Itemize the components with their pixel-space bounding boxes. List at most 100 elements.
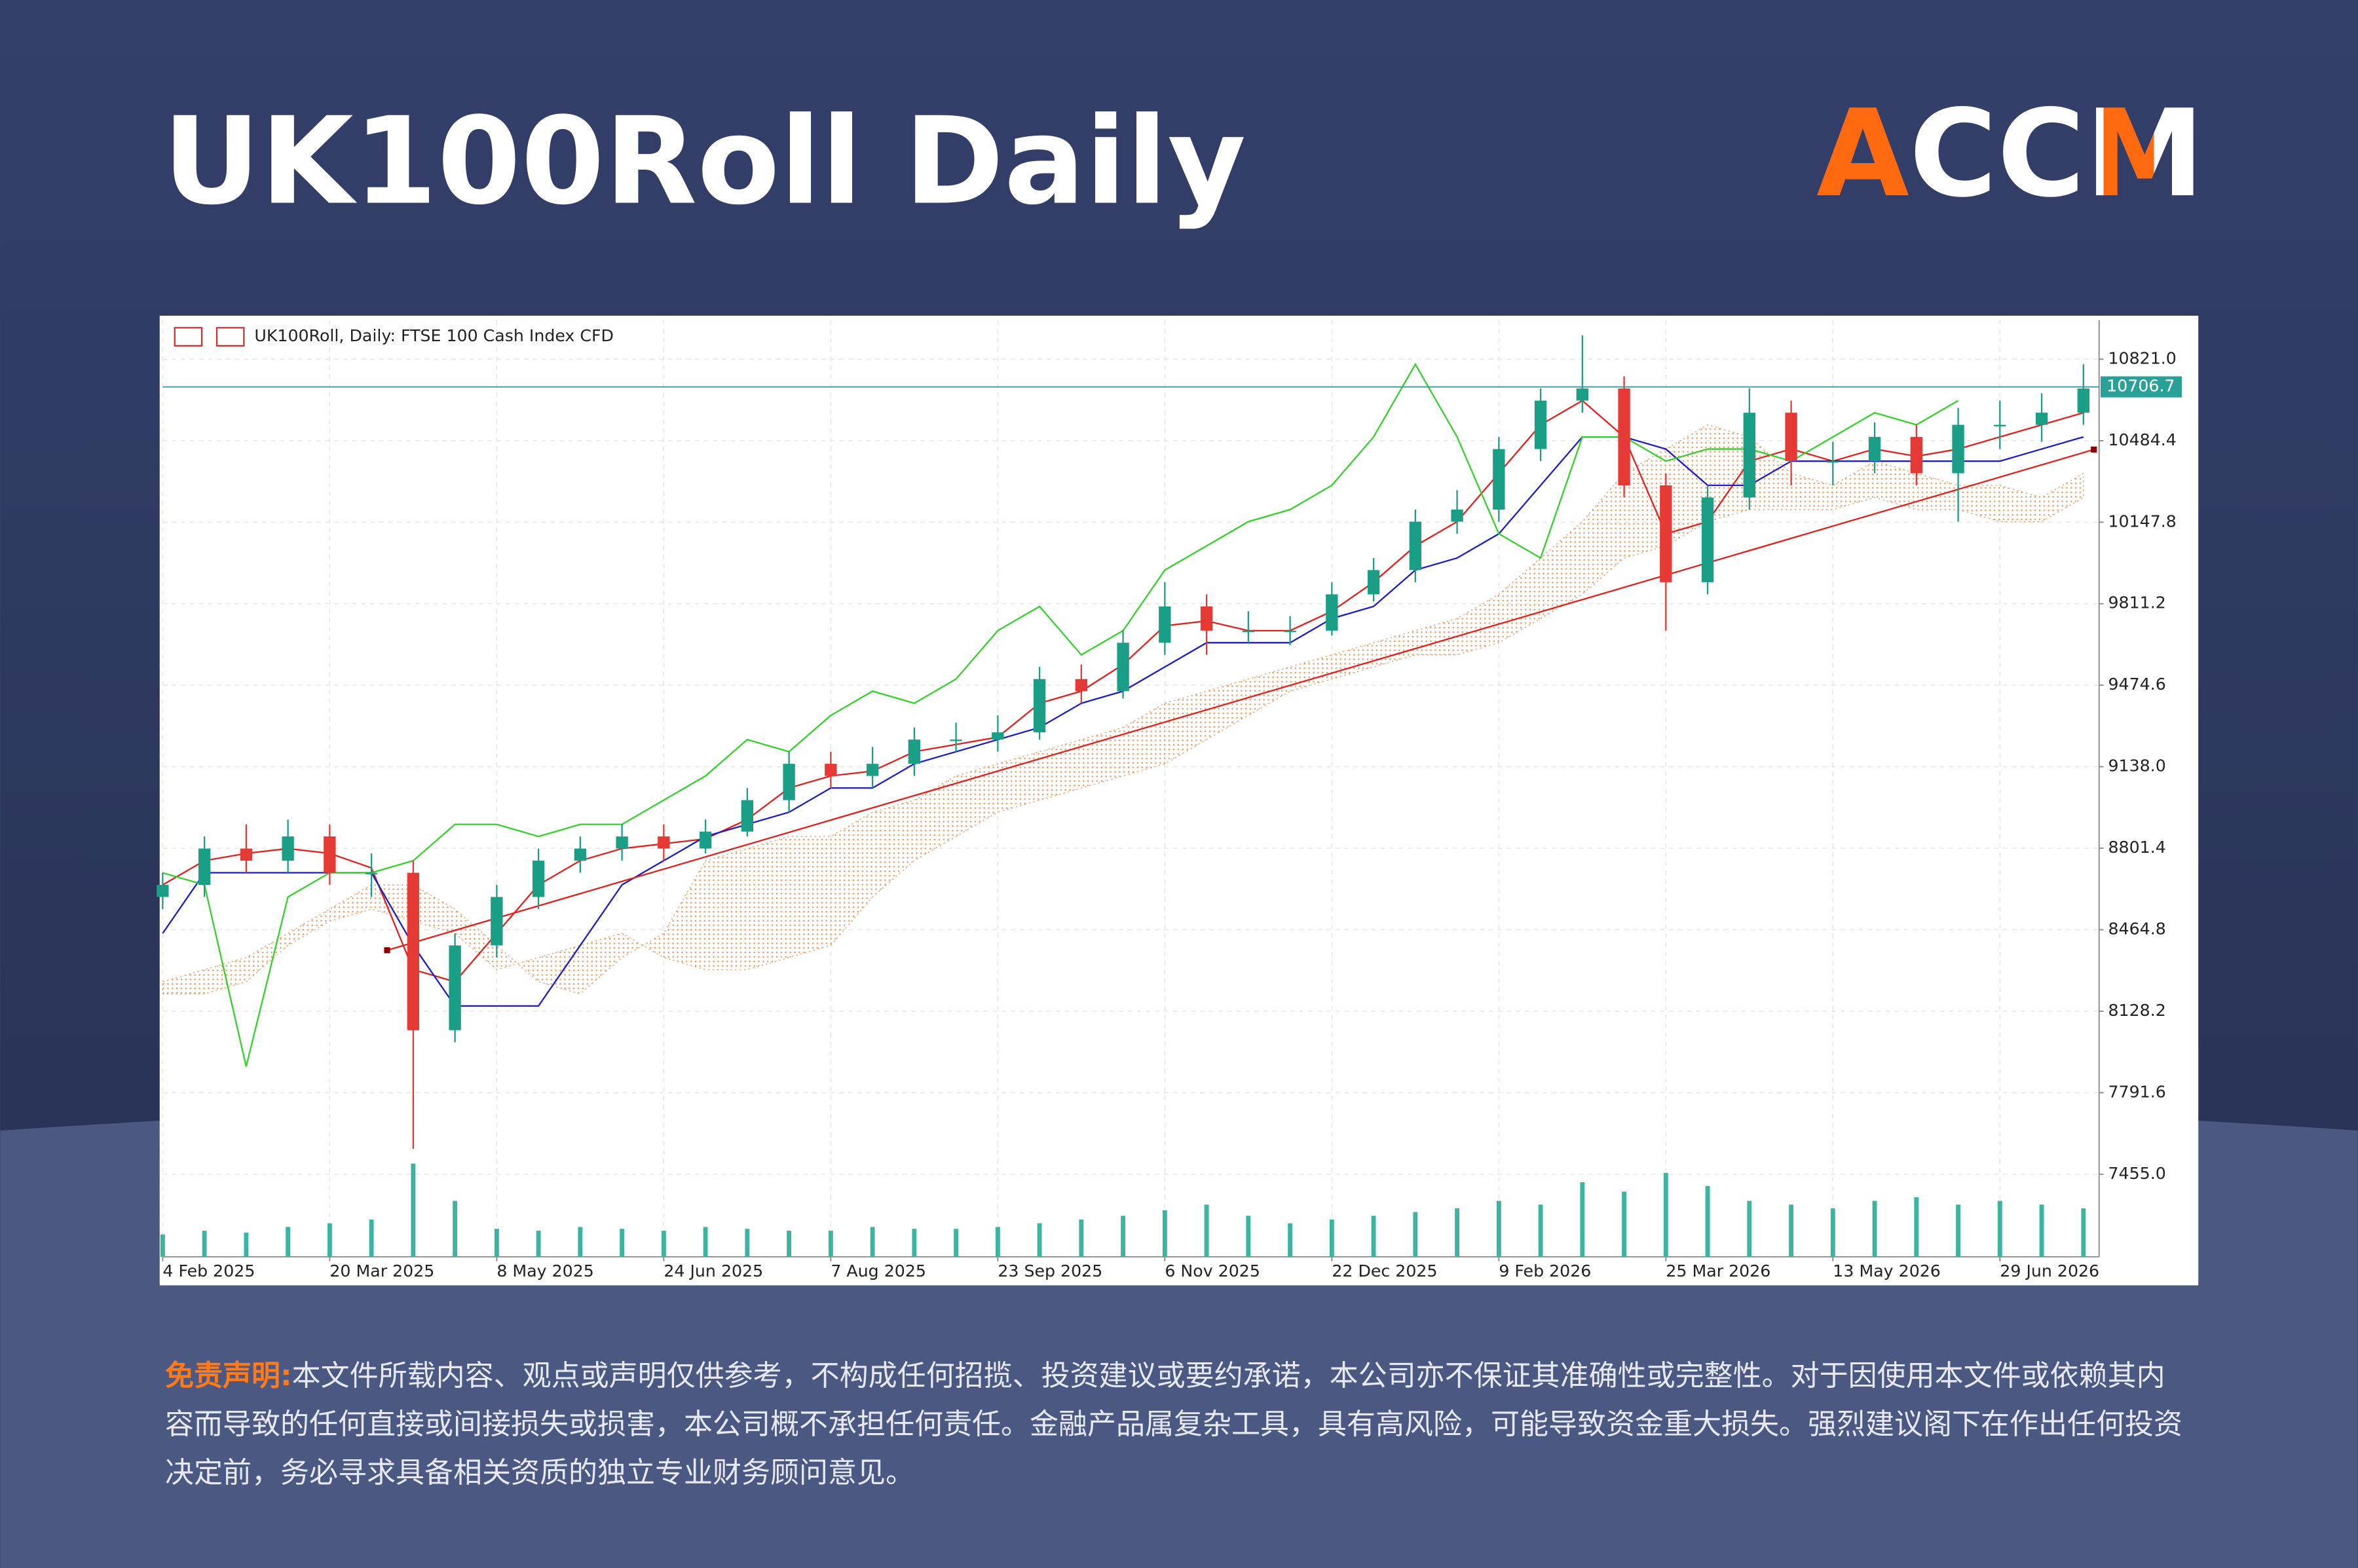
volume-bar <box>1496 1201 1501 1257</box>
candle-body <box>1409 521 1422 570</box>
volume-bar <box>1914 1197 1919 1257</box>
indicator-line <box>162 362 1959 1067</box>
y-tick-label: 8464.8 <box>2108 919 2165 938</box>
volume-bar <box>578 1227 583 1257</box>
volume-bar <box>1872 1201 1877 1257</box>
candle-body <box>365 872 378 874</box>
trendline-anchor <box>2091 446 2097 453</box>
candle-body <box>1743 413 1756 498</box>
volume-bar <box>1663 1172 1668 1257</box>
x-tick-label: 20 Mar 2025 <box>329 1261 434 1280</box>
x-tick-label: 24 Jun 2025 <box>664 1261 763 1280</box>
volume-bar <box>1204 1204 1209 1257</box>
candle-body <box>1701 497 1714 582</box>
x-tick-label: 4 Feb 2025 <box>162 1261 255 1280</box>
candle-body <box>282 836 294 861</box>
candle-body <box>240 848 253 861</box>
candle-body <box>1827 461 1839 463</box>
candle-body <box>198 848 211 886</box>
volume-bar <box>536 1231 541 1257</box>
candle-body <box>491 897 503 946</box>
candle-body <box>1451 509 1463 522</box>
y-tick-label: 9138.0 <box>2108 756 2165 775</box>
y-tick-label: 9811.2 <box>2108 593 2165 612</box>
x-tick-label: 6 Nov 2025 <box>1165 1261 1260 1280</box>
volume-bar <box>1037 1223 1042 1257</box>
volume-bar <box>1121 1216 1126 1257</box>
candle-body <box>658 836 670 849</box>
volume-bar <box>1956 1204 1961 1257</box>
volume-bar <box>1789 1204 1794 1257</box>
volume-bar <box>995 1227 1000 1257</box>
candle-body <box>992 732 1004 740</box>
volume-bar <box>1162 1210 1167 1257</box>
candle-body <box>1493 449 1505 510</box>
disclaimer: 免责声明:本文件所载内容、观点或声明仅供参考，不构成任何招揽、投资建议或要约承诺… <box>165 1352 2182 1497</box>
candle-body <box>1200 606 1213 631</box>
candle-body <box>699 831 712 849</box>
x-tick-label: 8 May 2025 <box>496 1261 594 1280</box>
candle-body <box>574 848 587 861</box>
volume-bar <box>661 1231 666 1257</box>
logo: ACCM <box>1816 84 2204 224</box>
candle-body <box>741 800 754 832</box>
volume-bar <box>244 1232 249 1257</box>
volume-bar <box>160 1234 165 1257</box>
disclaimer-label: 免责声明: <box>165 1359 292 1392</box>
volume-bar <box>1455 1208 1460 1257</box>
ichimoku-cloud <box>162 424 2084 995</box>
candle-body <box>1117 643 1129 692</box>
volume-bar <box>2081 1208 2086 1257</box>
x-tick-label: 22 Dec 2025 <box>1332 1261 1437 1280</box>
candle-body <box>532 861 545 897</box>
volume-bar <box>1288 1223 1293 1257</box>
x-tick-label: 9 Feb 2026 <box>1499 1261 1591 1280</box>
x-tick-label: 29 Jun 2026 <box>2000 1261 2099 1280</box>
volume-bar <box>2039 1204 2044 1257</box>
volume-bar <box>411 1163 416 1257</box>
y-tick-label: 10147.8 <box>2108 512 2176 531</box>
volume-bar <box>745 1229 750 1257</box>
volume-bar <box>1705 1185 1710 1257</box>
candle-body <box>1618 388 1630 486</box>
volume-bar <box>1246 1216 1251 1257</box>
candle-body <box>1868 437 1881 462</box>
candle-body <box>2035 413 2048 425</box>
volume-bar <box>828 1231 833 1257</box>
candle-body <box>783 764 795 800</box>
volume-bar <box>202 1231 207 1257</box>
volume-bar <box>453 1201 458 1257</box>
y-tick-label: 8128.2 <box>2108 1001 2165 1020</box>
trendline-anchor <box>384 947 390 954</box>
candle-body <box>2077 388 2090 413</box>
candle-body <box>1159 606 1171 643</box>
candle-body <box>950 739 962 741</box>
volume-bar <box>1747 1201 1752 1257</box>
y-tick-label: 8801.4 <box>2108 838 2165 857</box>
volume-bar <box>1079 1219 1084 1257</box>
candle-body <box>1367 570 1380 595</box>
volume-bar <box>620 1229 625 1257</box>
volume-bar <box>870 1227 875 1257</box>
candle-body <box>1910 437 1923 474</box>
last-price-tag <box>2101 376 2182 398</box>
plot-area: 7455.0 7791.6 8128.2 8464.8 8801.4 9138.0 9474… <box>157 320 2182 1280</box>
candle-body <box>1952 424 1964 474</box>
volume-bar <box>1580 1182 1585 1257</box>
candle-body <box>1534 400 1547 449</box>
y-tick-label: 7455.0 <box>2108 1164 2165 1183</box>
disclaimer-text: 本文件所载内容、观点或声明仅供参考，不构成任何招揽、投资建议或要约承诺，本公司亦… <box>165 1359 2182 1489</box>
candle-body <box>1242 630 1255 633</box>
volume-bar <box>912 1229 917 1257</box>
volume-bar <box>1413 1212 1418 1257</box>
volume-bar <box>1622 1191 1627 1257</box>
candle-body <box>1785 413 1797 462</box>
volume-bar <box>1538 1204 1543 1257</box>
volume-bar <box>787 1231 792 1257</box>
icon <box>174 327 203 347</box>
volume-bar <box>1997 1201 2002 1257</box>
volume-bar <box>494 1229 499 1257</box>
icon <box>215 327 245 347</box>
volume-bar <box>1329 1219 1334 1257</box>
volume-bar <box>703 1227 708 1257</box>
